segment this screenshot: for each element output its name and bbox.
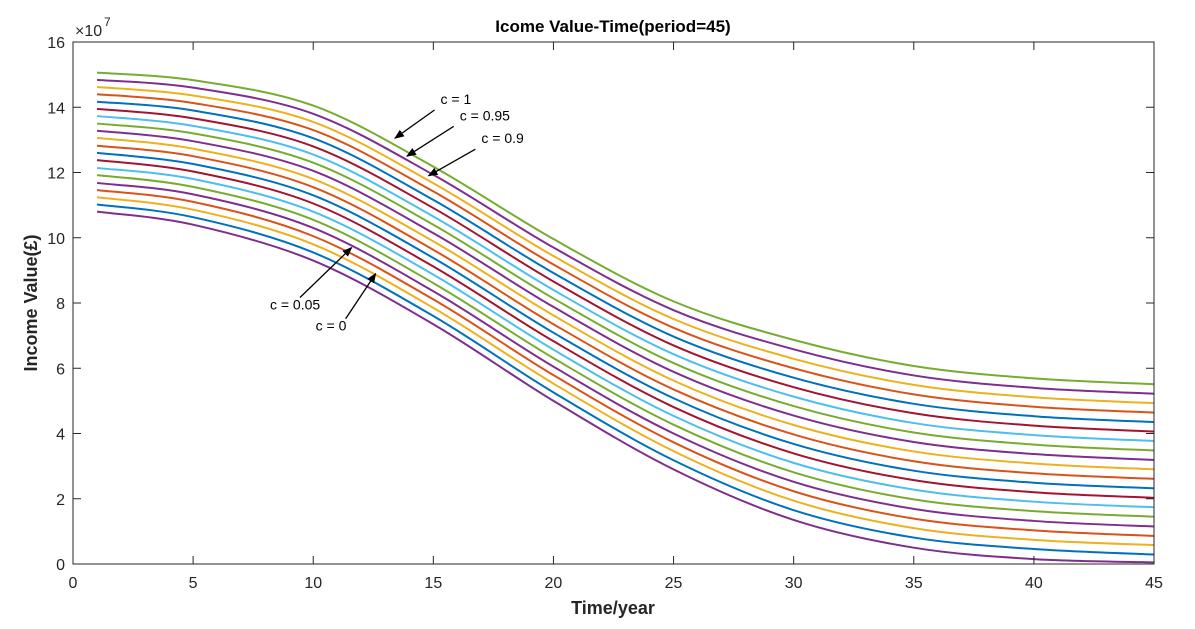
x-tick-label-0: 0 <box>69 575 78 592</box>
series-line-10 <box>96 136 1155 471</box>
series-line-17 <box>96 86 1155 405</box>
y-tick-label-8: 16 <box>47 35 65 52</box>
x-tick-label-7: 35 <box>905 575 923 592</box>
series-line-13 <box>96 115 1155 443</box>
y-tick-label-4: 8 <box>56 296 65 313</box>
chart-title: Icome Value-Time(period=45) <box>495 17 730 36</box>
series-line-11 <box>96 129 1155 461</box>
y-tick-label-3: 6 <box>56 361 65 378</box>
x-tick-label-2: 10 <box>304 575 322 592</box>
y-axis-multiplier: ×10 7 <box>75 15 111 40</box>
annotation-arrow-1 <box>406 125 455 157</box>
annotation-arrow-3 <box>299 246 353 298</box>
series-line-7 <box>96 159 1155 499</box>
series-line-0 <box>96 210 1155 564</box>
y-multiplier-base: ×10 <box>75 23 102 40</box>
annotation-arrow-4 <box>345 272 377 320</box>
annotation-layer: c = 1c = 0.95 c = 0.9 c = 0.05 c = 0 <box>270 91 524 334</box>
x-tick-label-9: 45 <box>1145 575 1163 592</box>
y-multiplier-exponent: 7 <box>104 15 111 29</box>
y-tick-label-2: 4 <box>56 427 65 444</box>
series-line-8 <box>96 151 1155 490</box>
x-axis-label: Time/year <box>571 598 655 618</box>
series-line-1 <box>96 203 1155 556</box>
series-line-2 <box>96 196 1155 547</box>
series-line-5 <box>96 174 1155 518</box>
x-tick-label-4: 20 <box>545 575 563 592</box>
y-tick-label-6: 12 <box>47 166 65 183</box>
annotation-label-4: c = 0 <box>316 318 347 334</box>
y-tick-label-0: 0 <box>56 557 65 574</box>
annotation-label-3: c = 0.05 <box>270 297 320 313</box>
y-tick-label-7: 14 <box>47 100 65 117</box>
series-line-14 <box>96 107 1155 433</box>
series-line-9 <box>96 144 1155 480</box>
x-tick-label-3: 15 <box>424 575 442 592</box>
annotation-arrow-2 <box>427 148 476 177</box>
series-line-6 <box>96 166 1155 509</box>
x-tick-label-1: 5 <box>189 575 198 592</box>
series-line-3 <box>96 189 1155 537</box>
x-tick-label-6: 30 <box>785 575 803 592</box>
y-axis-label: Income Value(£) <box>21 234 41 371</box>
series-line-19 <box>96 71 1155 386</box>
series-layer <box>96 71 1155 564</box>
series-line-12 <box>96 122 1155 452</box>
annotation-arrow-0 <box>394 109 435 139</box>
series-line-4 <box>96 181 1155 528</box>
series-line-18 <box>96 78 1155 395</box>
series-line-15 <box>96 100 1155 424</box>
y-tick-label-5: 10 <box>47 231 65 248</box>
annotation-label-0: c = 1 <box>441 91 472 107</box>
y-tick-label-1: 2 <box>56 492 65 509</box>
annotation-label-2: c = 0.9 <box>481 130 524 146</box>
x-tick-label-8: 40 <box>1025 575 1043 592</box>
plot-area <box>73 42 1154 564</box>
annotation-label-1: c = 0.95 <box>460 107 510 123</box>
axes: 0 5 10 15 20 25 30 35 40 45 0 2 4 6 8 10 12 14 16 <box>47 35 1163 592</box>
series-line-16 <box>96 93 1155 414</box>
x-tick-label-5: 25 <box>665 575 683 592</box>
